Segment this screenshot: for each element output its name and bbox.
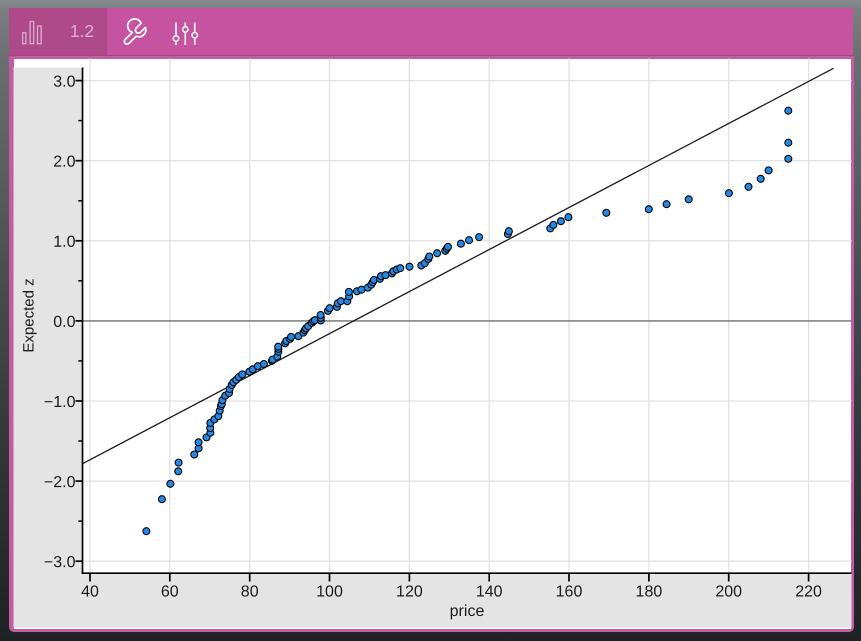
- svg-text:−2.0: −2.0: [44, 474, 76, 491]
- svg-text:60: 60: [161, 583, 179, 600]
- svg-text:Expected z: Expected z: [21, 278, 38, 352]
- svg-text:200: 200: [715, 583, 742, 600]
- svg-text:0.0: 0.0: [53, 314, 75, 331]
- svg-text:220: 220: [795, 583, 822, 600]
- svg-text:100: 100: [316, 583, 343, 600]
- svg-text:40: 40: [81, 583, 99, 600]
- svg-text:price: price: [450, 603, 485, 620]
- svg-text:120: 120: [396, 583, 423, 600]
- svg-text:1.0: 1.0: [53, 234, 75, 251]
- svg-text:3.0: 3.0: [53, 74, 75, 91]
- svg-text:180: 180: [636, 583, 663, 600]
- svg-text:−1.0: −1.0: [44, 394, 76, 411]
- svg-text:160: 160: [556, 583, 583, 600]
- svg-text:140: 140: [476, 583, 503, 600]
- svg-text:2.0: 2.0: [53, 154, 75, 171]
- svg-text:80: 80: [241, 583, 259, 600]
- svg-text:−3.0: −3.0: [44, 554, 76, 571]
